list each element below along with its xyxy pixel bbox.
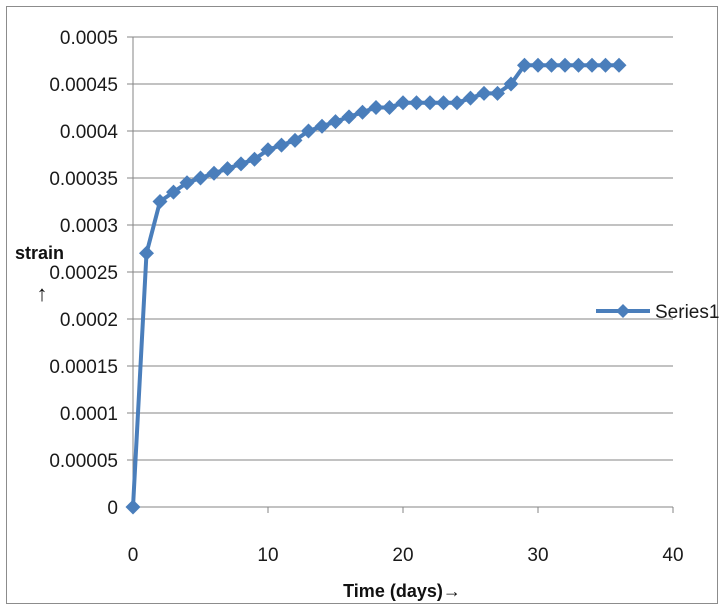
data-point-marker <box>490 85 505 101</box>
y-axis-title-arrow: ↑ <box>37 281 48 306</box>
axes <box>127 36 674 513</box>
x-tick-label: 40 <box>662 545 683 566</box>
data-point-marker <box>571 57 586 73</box>
y-tick-label: 0.0005 <box>60 28 118 49</box>
data-point-marker <box>463 90 478 106</box>
data-point-marker <box>422 95 438 111</box>
data-point-marker <box>584 57 600 73</box>
data-point-marker <box>260 142 276 158</box>
data-point-marker <box>152 194 168 209</box>
data-point-marker <box>544 57 559 73</box>
data-point-marker <box>193 170 208 186</box>
data-point-marker <box>301 123 316 139</box>
data-point-marker <box>179 175 195 191</box>
data-point-marker <box>530 57 546 73</box>
x-tick-label: 20 <box>392 545 413 566</box>
series-series1 <box>125 57 627 515</box>
data-point-marker <box>166 184 181 200</box>
data-point-marker <box>355 104 370 120</box>
data-point-marker <box>125 499 141 515</box>
y-tick-labels: 0 0.00005 0.0001 0.00015 0.0002 0.00025 0.0003… <box>49 28 118 519</box>
y-tick-label: 0.00045 <box>49 75 118 96</box>
legend-marker <box>616 304 630 318</box>
x-tick-labels: 0 10 20 30 40 <box>128 545 684 566</box>
data-point-marker <box>409 95 424 111</box>
data-point-marker <box>449 95 465 111</box>
y-tick-label: 0.00005 <box>49 451 118 472</box>
data-point-marker <box>476 85 492 101</box>
y-axis-title: strain <box>15 243 64 263</box>
x-tick-label: 30 <box>527 545 548 566</box>
x-tick-label: 0 <box>128 545 139 566</box>
data-point-marker <box>517 57 532 73</box>
data-point-marker <box>314 118 330 134</box>
y-tick-label: 0.0002 <box>60 310 118 331</box>
data-point-marker <box>287 132 303 148</box>
y-tick-label: 0.00025 <box>49 263 118 284</box>
data-point-marker <box>368 100 384 115</box>
data-point-marker <box>557 57 573 73</box>
x-tick-label: 10 <box>257 545 278 566</box>
data-point-marker <box>611 57 627 73</box>
data-point-marker <box>274 137 289 153</box>
data-point-marker <box>598 57 613 73</box>
legend-label-series1: Series1 <box>655 302 719 323</box>
legend: Series1 <box>596 302 719 323</box>
y-tick-label: 0.0003 <box>60 216 118 237</box>
data-point-marker <box>247 151 262 167</box>
data-point-marker <box>382 100 397 115</box>
gridlines <box>133 36 673 461</box>
data-point-marker <box>233 156 249 172</box>
data-point-marker <box>341 109 357 125</box>
y-tick-label: 0.00035 <box>49 169 118 190</box>
y-tick-label: 0.0004 <box>60 122 119 143</box>
data-point-marker <box>328 114 343 130</box>
x-axis-title: Time (days)→ <box>343 581 461 601</box>
data-point-marker <box>206 165 222 181</box>
y-tick-label: 0 <box>107 498 118 519</box>
data-point-marker <box>503 76 519 92</box>
data-point-marker <box>220 161 235 177</box>
data-point-marker <box>436 95 451 111</box>
y-tick-label: 0.00015 <box>49 357 118 378</box>
y-tick-label: 0.0001 <box>60 404 118 425</box>
data-point-marker <box>395 95 411 111</box>
data-point-marker <box>139 245 154 261</box>
